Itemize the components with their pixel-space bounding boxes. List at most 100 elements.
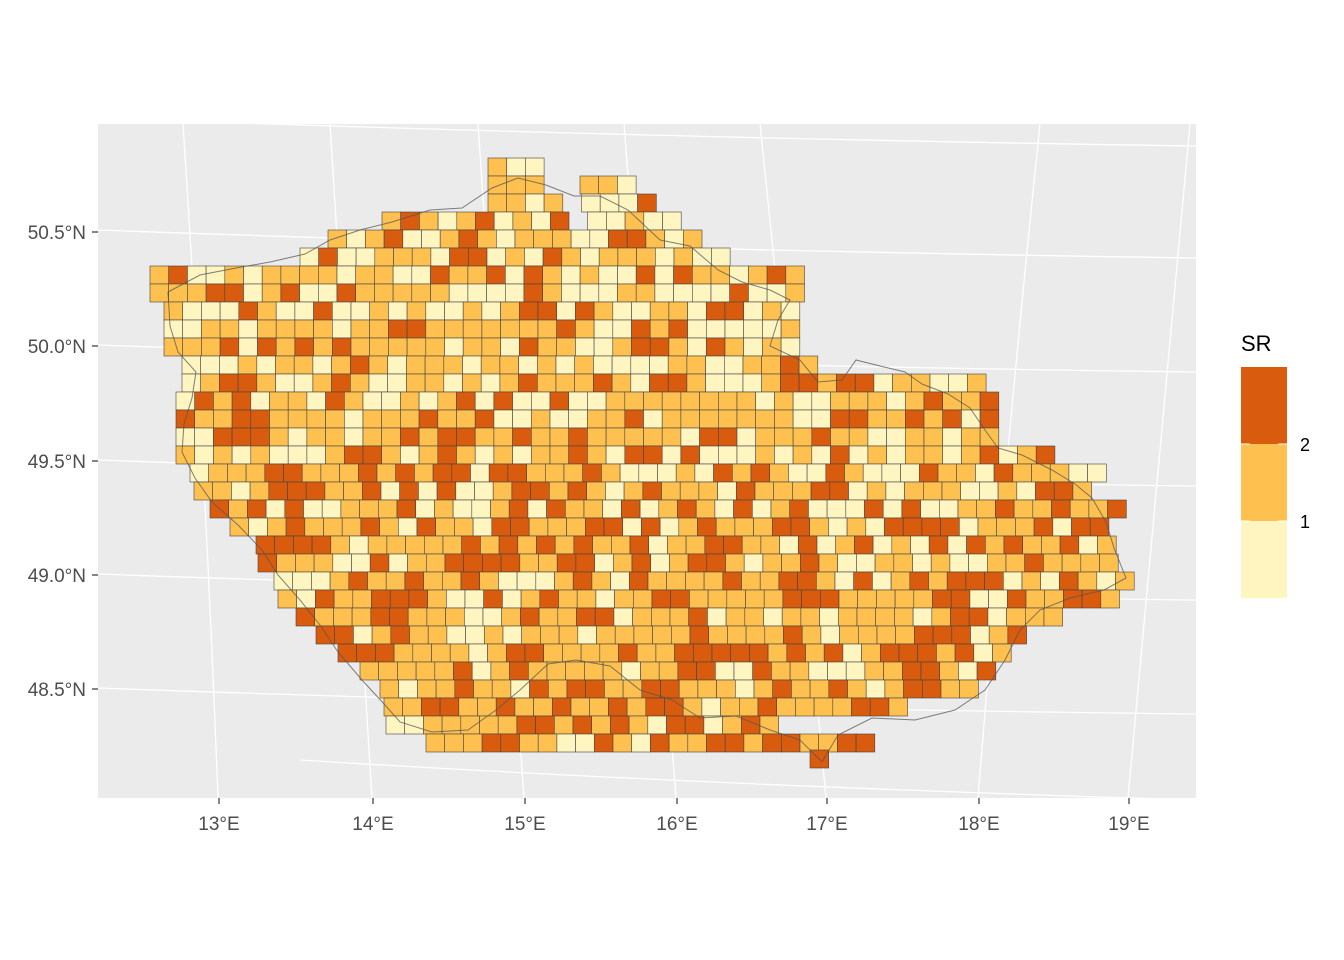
grid-cell	[742, 373, 763, 393]
grid-cell	[801, 589, 821, 609]
y-tick-label: 50.5°N	[28, 223, 86, 244]
grid-cell	[573, 535, 593, 555]
grid-cell	[570, 229, 591, 249]
grid-cell	[280, 283, 300, 303]
grid-cell	[610, 571, 630, 591]
grid-cell	[635, 283, 656, 303]
grid-cell	[789, 661, 810, 681]
grid-cell	[421, 229, 441, 249]
grid-cell	[757, 697, 778, 717]
grid-cell	[722, 715, 742, 735]
grid-cell	[783, 625, 803, 645]
grid-cell	[275, 355, 295, 375]
grid-cell	[443, 373, 463, 393]
grid-cell	[486, 265, 506, 285]
grid-cell	[705, 301, 726, 321]
grid-cell	[654, 247, 675, 267]
grid-cell	[890, 571, 911, 591]
grid-cell	[548, 481, 569, 501]
grid-cell	[514, 229, 535, 249]
grid-cell	[181, 355, 202, 375]
grid-cell	[1052, 517, 1072, 537]
grid-cell	[782, 589, 802, 609]
grid-cell	[976, 499, 996, 519]
grid-cell	[500, 301, 520, 321]
grid-cell	[409, 625, 429, 645]
grid-cell	[1006, 589, 1027, 609]
grid-cell	[884, 679, 904, 699]
grid-cell	[463, 733, 483, 753]
grid-cell	[703, 571, 724, 591]
grid-cell	[599, 643, 619, 663]
grid-cell	[587, 445, 607, 465]
grid-cell	[762, 553, 782, 573]
grid-cell	[612, 337, 632, 357]
grid-cell	[332, 553, 352, 573]
grid-cell	[593, 319, 614, 339]
grid-cell	[287, 391, 308, 411]
grid-cell	[572, 571, 593, 591]
grid-cell	[745, 625, 766, 645]
grid-cell	[958, 517, 979, 537]
grid-cell	[261, 283, 282, 303]
grid-cell	[762, 319, 782, 339]
grid-cell	[436, 481, 457, 501]
grid-cell	[657, 463, 677, 483]
grid-cell	[687, 301, 707, 321]
grid-cell	[536, 535, 556, 555]
grid-cell	[670, 625, 691, 645]
grid-cell	[520, 589, 541, 609]
grid-cell	[647, 715, 667, 735]
grid-cell	[488, 463, 509, 483]
grid-cell	[848, 427, 869, 447]
grid-cell	[717, 391, 738, 411]
grid-cell	[324, 481, 344, 501]
grid-cell	[920, 661, 941, 681]
grid-cell	[762, 301, 782, 321]
grid-cell	[471, 661, 492, 681]
grid-cell	[605, 445, 626, 465]
grid-cell	[734, 517, 754, 537]
grid-cell	[736, 445, 757, 465]
grid-cell	[228, 499, 248, 519]
grid-cell	[667, 373, 688, 393]
grid-cell	[753, 679, 774, 699]
grid-cell	[201, 337, 221, 357]
grid-cell	[369, 337, 389, 357]
grid-cell	[381, 445, 401, 465]
grid-cell	[845, 499, 865, 519]
x-tick-label: 15°E	[504, 814, 545, 835]
grid-cell	[556, 319, 576, 339]
grid-cell	[285, 517, 306, 537]
grid-cell	[761, 373, 781, 393]
grid-cell	[549, 427, 570, 447]
grid-cell	[392, 265, 413, 285]
grid-cell	[705, 373, 725, 393]
grid-cell	[589, 697, 609, 717]
grid-cell	[818, 553, 839, 573]
grid-cell	[903, 679, 923, 699]
grid-cell	[580, 643, 601, 663]
grid-cell	[679, 481, 700, 501]
grid-cell	[549, 445, 570, 465]
grid-cell	[299, 283, 319, 303]
grid-cell	[697, 517, 717, 537]
grid-cell	[650, 733, 670, 753]
grid-cell	[622, 517, 642, 537]
grid-cell	[558, 625, 579, 645]
grid-cell	[1015, 517, 1035, 537]
grid-cell	[742, 355, 763, 375]
grid-cell	[582, 463, 602, 483]
grid-cell	[612, 301, 632, 321]
grid-cell	[530, 409, 551, 429]
grid-cells	[149, 157, 1135, 769]
grid-cell	[280, 265, 300, 285]
grid-cell	[605, 391, 626, 411]
grid-cell	[243, 283, 263, 303]
grid-cell	[175, 427, 196, 447]
x-tick-label: 17°E	[806, 814, 847, 835]
grid-cell	[377, 499, 398, 519]
grid-cell	[487, 157, 508, 177]
grid-cell	[766, 265, 787, 285]
grid-cell	[495, 229, 516, 249]
